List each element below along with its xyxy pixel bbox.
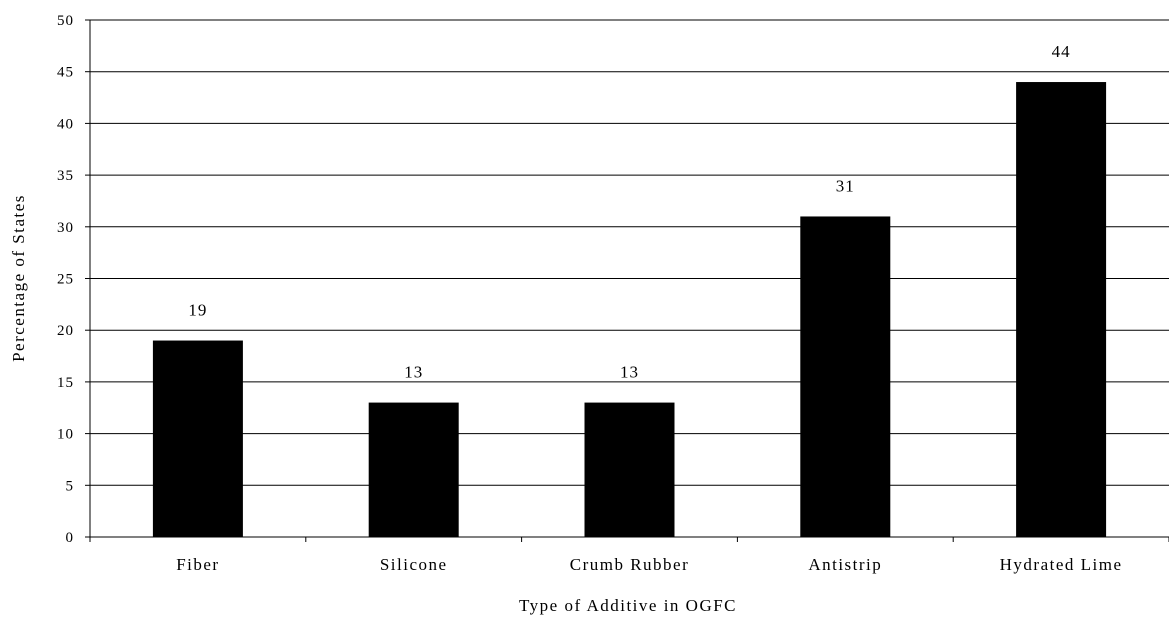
y-tick-label-35: 35: [57, 168, 74, 184]
bar-silicone: [368, 402, 459, 537]
bar-fiber: [152, 340, 243, 537]
y-tick-label-0: 0: [66, 530, 75, 546]
bar-crumb-rubber: [584, 402, 675, 537]
y-tick-label-25: 25: [57, 272, 74, 288]
x-tick-label-crumb-rubber: Crumb Rubber: [570, 555, 690, 574]
bar-antistrip: [800, 216, 891, 537]
data-label-hydrated-lime: 44: [1052, 42, 1071, 61]
x-tick-label-fiber: Fiber: [176, 555, 219, 574]
y-tick-label-5: 5: [66, 478, 75, 494]
data-label-crumb-rubber: 13: [620, 363, 639, 382]
y-tick-label-45: 45: [57, 65, 74, 81]
data-label-fiber: 19: [188, 301, 207, 320]
x-axis-title: Type of Additive in OGFC: [519, 596, 737, 615]
data-label-antistrip: 31: [836, 176, 855, 195]
y-tick-label-30: 30: [57, 220, 74, 236]
x-tick-label-silicone: Silicone: [380, 555, 448, 574]
tick-labels: 0 5 10 15 20 25 30 35 40 45 50 Fiber Silicone Crumb R…: [57, 13, 1123, 574]
x-tick-label-antistrip: Antistrip: [808, 555, 882, 574]
bar-hydrated-lime: [1016, 82, 1107, 537]
data-label-silicone: 13: [404, 363, 423, 382]
bars: [152, 82, 1107, 537]
y-axis-title: Percentage of States: [9, 194, 28, 362]
x-tick-label-hydrated-lime: Hydrated Lime: [1000, 555, 1123, 574]
y-tick-label-10: 10: [57, 427, 74, 443]
data-labels: 19 13 13 31 44: [188, 42, 1071, 382]
y-tick-label-40: 40: [57, 116, 74, 132]
gridlines: [90, 19, 1169, 486]
y-tick-label-50: 50: [57, 13, 74, 29]
y-tick-label-20: 20: [57, 323, 74, 339]
y-tick-label-15: 15: [57, 375, 74, 391]
